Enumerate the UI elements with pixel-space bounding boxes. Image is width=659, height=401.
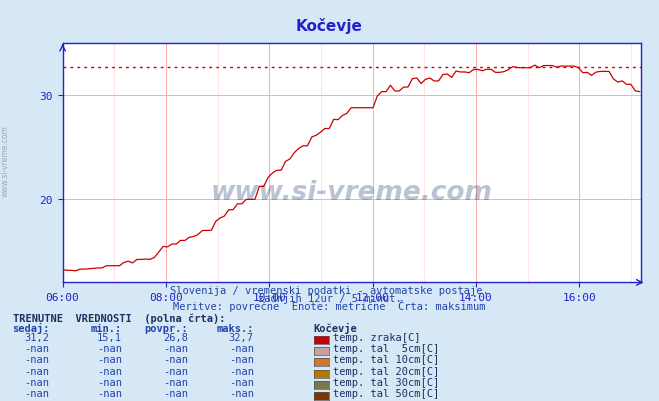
Text: -nan: -nan (97, 354, 122, 365)
Text: temp. tal 50cm[C]: temp. tal 50cm[C] (333, 388, 439, 398)
Text: Kočevje: Kočevje (296, 18, 363, 34)
Text: -nan: -nan (24, 377, 49, 387)
Text: -nan: -nan (97, 377, 122, 387)
Text: -nan: -nan (229, 388, 254, 398)
Text: Kočevje: Kočevje (313, 322, 357, 333)
Text: 26,8: 26,8 (163, 332, 188, 342)
Text: -nan: -nan (229, 377, 254, 387)
Text: -nan: -nan (24, 388, 49, 398)
Text: TRENUTNE  VREDNOSTI  (polna črta):: TRENUTNE VREDNOSTI (polna črta): (13, 313, 225, 324)
Text: Slovenija / vremenski podatki - avtomatske postaje.: Slovenija / vremenski podatki - avtomats… (170, 286, 489, 296)
Text: povpr.:: povpr.: (144, 323, 188, 333)
Text: -nan: -nan (97, 343, 122, 353)
Text: -nan: -nan (229, 354, 254, 365)
Text: temp. tal 10cm[C]: temp. tal 10cm[C] (333, 354, 439, 365)
Text: -nan: -nan (163, 366, 188, 376)
Text: min.:: min.: (91, 323, 122, 333)
Text: www.si-vreme.com: www.si-vreme.com (1, 125, 10, 196)
Text: Meritve: povrečne  Enote: metrične  Črta: maksimum: Meritve: povrečne Enote: metrične Črta: … (173, 300, 486, 312)
Text: -nan: -nan (163, 354, 188, 365)
Text: -nan: -nan (24, 343, 49, 353)
Text: 32,7: 32,7 (229, 332, 254, 342)
Text: temp. tal 20cm[C]: temp. tal 20cm[C] (333, 366, 439, 376)
Text: -nan: -nan (97, 366, 122, 376)
Text: www.si-vreme.com: www.si-vreme.com (211, 179, 493, 205)
Text: 31,2: 31,2 (24, 332, 49, 342)
Text: temp. tal  5cm[C]: temp. tal 5cm[C] (333, 343, 439, 353)
Text: -nan: -nan (24, 354, 49, 365)
Text: -nan: -nan (163, 377, 188, 387)
Text: -nan: -nan (229, 366, 254, 376)
Text: temp. tal 30cm[C]: temp. tal 30cm[C] (333, 377, 439, 387)
Text: -nan: -nan (24, 366, 49, 376)
Text: maks.:: maks.: (216, 323, 254, 333)
Text: -nan: -nan (97, 388, 122, 398)
Text: -nan: -nan (163, 388, 188, 398)
Text: temp. zraka[C]: temp. zraka[C] (333, 332, 420, 342)
Text: -nan: -nan (163, 343, 188, 353)
Text: -nan: -nan (229, 343, 254, 353)
Text: sedaj:: sedaj: (12, 322, 49, 333)
Text: zadnjih 12ur / 5 minut.: zadnjih 12ur / 5 minut. (258, 294, 401, 304)
Text: 15,1: 15,1 (97, 332, 122, 342)
